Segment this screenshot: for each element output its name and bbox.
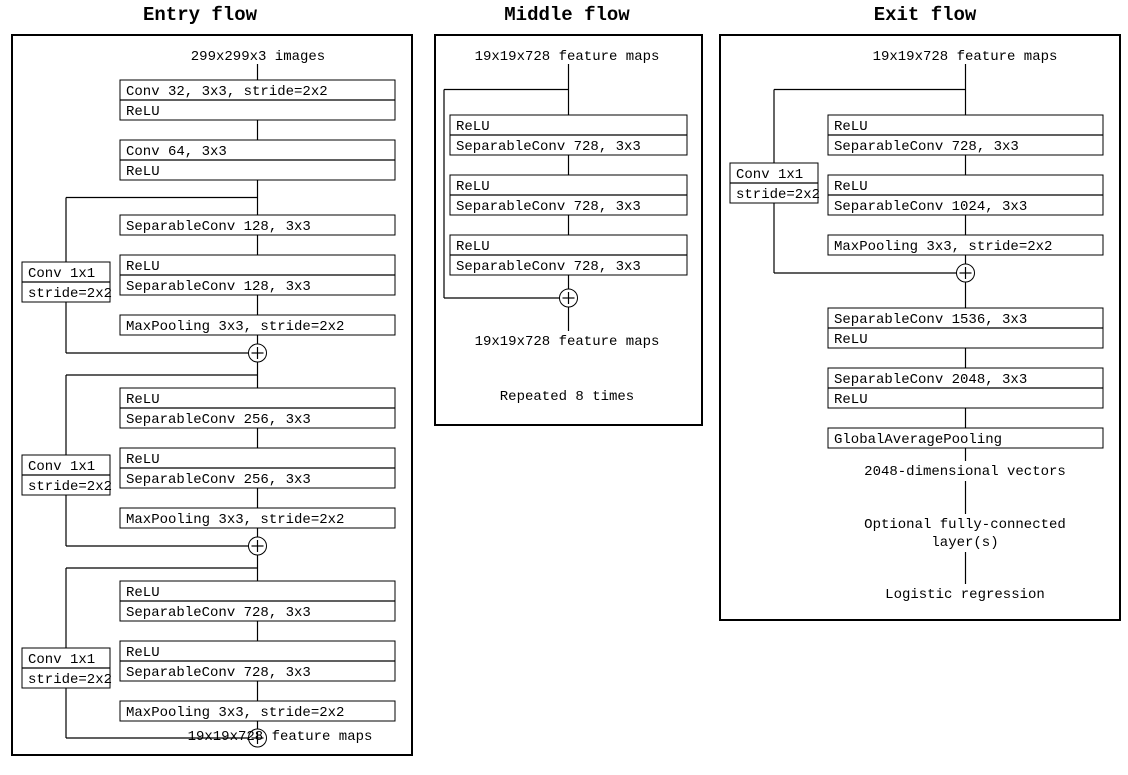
flow-title: Exit flow bbox=[874, 4, 977, 26]
entry-sk1-row: Conv 1x1 bbox=[28, 266, 95, 282]
entry-s3a-row: ReLU bbox=[126, 585, 160, 601]
entry-s1a-row: SeparableConv 128, 3x3 bbox=[126, 219, 311, 235]
exit-c1-row: ReLU bbox=[834, 332, 868, 348]
diagram-label: 19x19x728 feature maps bbox=[475, 49, 660, 65]
mid-b1-row: SeparableConv 728, 3x3 bbox=[456, 139, 641, 155]
diagram-label: Optional fully-connected bbox=[864, 517, 1066, 533]
entry-sk1-row: stride=2x2 bbox=[28, 286, 112, 302]
entry-sk2-row: Conv 1x1 bbox=[28, 459, 95, 475]
entry-s1b-row: SeparableConv 128, 3x3 bbox=[126, 279, 311, 295]
mid-b2-row: ReLU bbox=[456, 179, 490, 195]
mid-b1-row: ReLU bbox=[456, 119, 490, 135]
entry-s3b-row: SeparableConv 728, 3x3 bbox=[126, 665, 311, 681]
entry-b1-row: ReLU bbox=[126, 104, 160, 120]
entry-s2b-row: SeparableConv 256, 3x3 bbox=[126, 472, 311, 488]
flow-title: Entry flow bbox=[143, 4, 258, 26]
flow-title: Middle flow bbox=[504, 4, 630, 26]
exit-c1-row: SeparableConv 1536, 3x3 bbox=[834, 312, 1027, 328]
exit-sk-row: Conv 1x1 bbox=[736, 167, 803, 183]
entry-sk3-row: Conv 1x1 bbox=[28, 652, 95, 668]
diagram-label: 19x19x728 feature maps bbox=[873, 49, 1058, 65]
exit-c2-row: ReLU bbox=[834, 392, 868, 408]
mid-b3-row: SeparableConv 728, 3x3 bbox=[456, 259, 641, 275]
entry-b2-row: Conv 64, 3x3 bbox=[126, 144, 227, 160]
exit-gap-row: GlobalAveragePooling bbox=[834, 432, 1002, 448]
entry-s1b-row: ReLU bbox=[126, 259, 160, 275]
entry-p2-row: MaxPooling 3x3, stride=2x2 bbox=[126, 512, 344, 528]
exit-c2-row: SeparableConv 2048, 3x3 bbox=[834, 372, 1027, 388]
diagram-label: 19x19x728 feature maps bbox=[475, 334, 660, 350]
diagram-label: Logistic regression bbox=[885, 587, 1045, 603]
entry-s2b-row: ReLU bbox=[126, 452, 160, 468]
exit-b2-row: SeparableConv 1024, 3x3 bbox=[834, 199, 1027, 215]
entry-p1-row: MaxPooling 3x3, stride=2x2 bbox=[126, 319, 344, 335]
diagram-label: 19x19x728 feature maps bbox=[188, 729, 373, 745]
exit-pool-row: MaxPooling 3x3, stride=2x2 bbox=[834, 239, 1052, 255]
exit-b1-row: ReLU bbox=[834, 119, 868, 135]
entry-sk2-row: stride=2x2 bbox=[28, 479, 112, 495]
exit-b2-row: ReLU bbox=[834, 179, 868, 195]
entry-s2a-row: SeparableConv 256, 3x3 bbox=[126, 412, 311, 428]
mid-b3-row: ReLU bbox=[456, 239, 490, 255]
entry-b1-row: Conv 32, 3x3, stride=2x2 bbox=[126, 84, 328, 100]
diagram-label: 2048-dimensional vectors bbox=[864, 464, 1066, 480]
entry-s3b-row: ReLU bbox=[126, 645, 160, 661]
diagram-label: 299x299x3 images bbox=[191, 49, 325, 65]
exit-sk-row: stride=2x2 bbox=[736, 187, 820, 203]
entry-s3a-row: SeparableConv 728, 3x3 bbox=[126, 605, 311, 621]
diagram-label: Repeated 8 times bbox=[500, 389, 634, 405]
mid-b2-row: SeparableConv 728, 3x3 bbox=[456, 199, 641, 215]
entry-sk3-row: stride=2x2 bbox=[28, 672, 112, 688]
entry-s2a-row: ReLU bbox=[126, 392, 160, 408]
exit-b1-row: SeparableConv 728, 3x3 bbox=[834, 139, 1019, 155]
diagram-label: layer(s) bbox=[931, 535, 998, 551]
architecture-diagram: Entry flow Middle flow Exit flow 299x299x3 … bbox=[0, 0, 1128, 775]
entry-p3-row: MaxPooling 3x3, stride=2x2 bbox=[126, 705, 344, 721]
entry-b2-row: ReLU bbox=[126, 164, 160, 180]
